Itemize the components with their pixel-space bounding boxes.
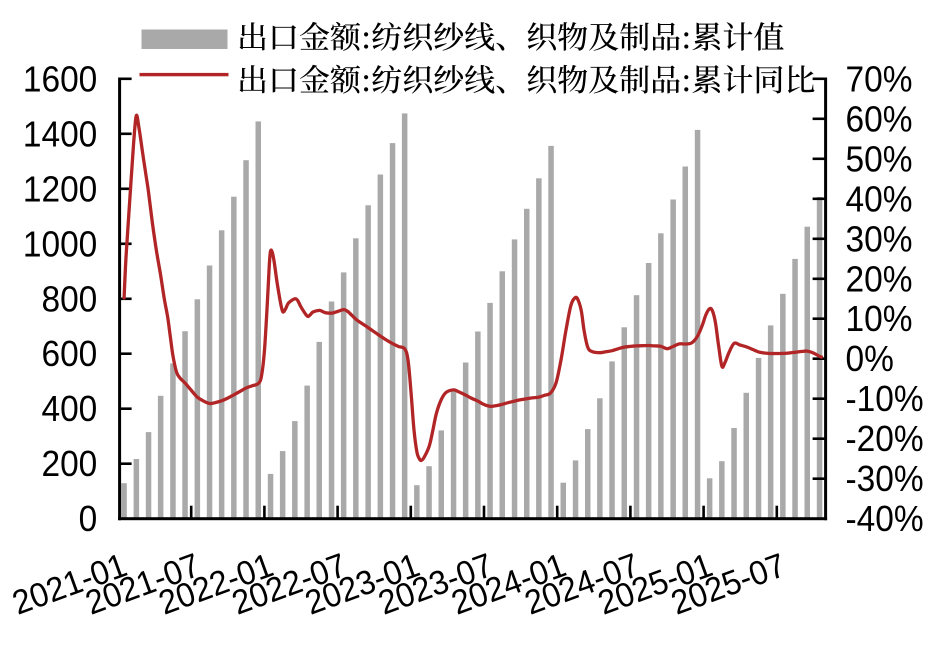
svg-text:-20%: -20% xyxy=(846,420,924,459)
svg-text:200: 200 xyxy=(41,445,97,484)
svg-text:600: 600 xyxy=(41,335,97,374)
svg-text:-40%: -40% xyxy=(846,500,924,539)
svg-text:1000: 1000 xyxy=(23,225,97,264)
svg-text:0%: 0% xyxy=(846,340,894,379)
svg-text:0: 0 xyxy=(79,500,98,539)
svg-text:1200: 1200 xyxy=(23,170,97,209)
svg-text:1400: 1400 xyxy=(23,115,97,154)
svg-text:30%: 30% xyxy=(846,220,913,259)
svg-text:20%: 20% xyxy=(846,260,913,299)
svg-text:70%: 70% xyxy=(846,60,913,99)
svg-text:60%: 60% xyxy=(846,100,913,139)
svg-text:50%: 50% xyxy=(846,140,913,179)
svg-text:1600: 1600 xyxy=(23,60,97,99)
svg-text:40%: 40% xyxy=(846,180,913,219)
svg-text:400: 400 xyxy=(41,390,97,429)
svg-text:-10%: -10% xyxy=(846,380,924,419)
svg-text:800: 800 xyxy=(41,280,97,319)
svg-text:10%: 10% xyxy=(846,300,913,339)
svg-text:-30%: -30% xyxy=(846,460,924,499)
